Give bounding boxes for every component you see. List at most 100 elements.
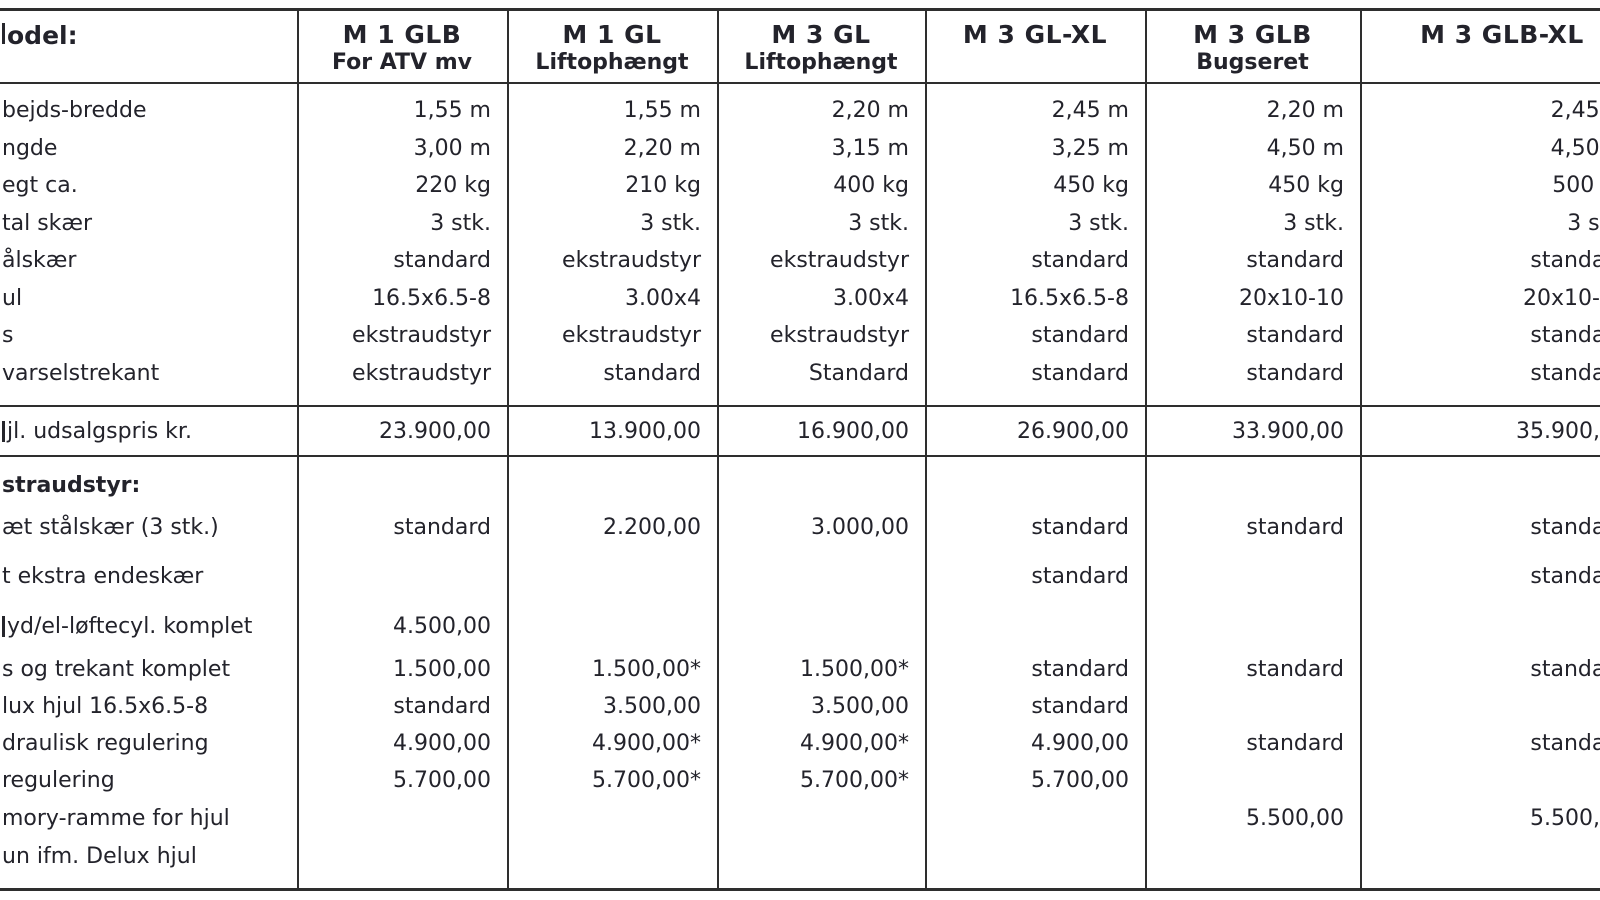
extras-value-text: standard (1530, 514, 1600, 540)
extras-value (1360, 601, 1600, 651)
extras-row: un ifm. Delux hjul (0, 837, 1600, 875)
extras-value-text: standard (1246, 514, 1344, 540)
spec-value-text: 500 kg (1552, 173, 1600, 199)
extras-value-text: 4.900,00* (592, 731, 701, 756)
spec-value-text: 400 kg (833, 173, 909, 199)
spec-value-text: ekstraudstyr (352, 360, 491, 386)
extras-value (507, 837, 717, 875)
extras-header-empty (925, 467, 1145, 503)
spec-value: standard (1145, 355, 1360, 393)
price-value: 13.900,00 (507, 407, 717, 455)
spec-value-text: 3,15 m (831, 135, 909, 161)
spec-value: 16.5x6.5-8 (297, 280, 507, 318)
extras-label-text: yd/el-løftecyl. komplet (7, 613, 253, 639)
extras-value (1145, 551, 1360, 601)
extras-value: standard (297, 688, 507, 725)
spec-value-text: 2,20 m (831, 98, 909, 124)
extras-value-text: standard (393, 514, 491, 540)
spec-value-text: standard (1246, 323, 1344, 349)
spec-value: 16.5x6.5-8 (925, 280, 1145, 318)
spec-row: bejds-bredde 1,55 m 1,55 m 2,20 m 2,45 m 2,20… (0, 92, 1600, 130)
spec-value: standard (1145, 317, 1360, 355)
extras-header-empty (1360, 467, 1600, 503)
spec-label-text: ul (2, 285, 23, 311)
extras-value: standard (925, 551, 1145, 601)
extras-value-text: standard (1031, 657, 1129, 682)
spec-value: 3 stk. (297, 205, 507, 243)
model-column-header-6: M 3 GLB-XL (1360, 11, 1600, 82)
extras-value-text: 2.200,00 (603, 514, 701, 540)
spec-value-text: standard (1031, 248, 1129, 274)
price-value-text: 33.900,00 (1232, 418, 1344, 444)
extras-value (717, 799, 925, 837)
spec-label-text: s (2, 323, 14, 349)
price-value: 26.900,00 (925, 407, 1145, 455)
spec-value: 2,20 m (1145, 92, 1360, 130)
spec-value: standard (925, 242, 1145, 280)
spec-label-text: ngde (2, 135, 58, 161)
extras-value: 4.500,00 (297, 601, 507, 651)
extras-value (507, 551, 717, 601)
extras-header-empty (507, 467, 717, 503)
price-value: 16.900,00 (717, 407, 925, 455)
column-border-1 (297, 11, 299, 890)
spec-value: 450 kg (1145, 167, 1360, 205)
spec-value: 4,50 m (1145, 130, 1360, 168)
extras-label: un ifm. Delux hjul (0, 837, 297, 875)
spec-value: 2,20 m (507, 130, 717, 168)
extras-value: 4.900,00 (297, 725, 507, 762)
model-name: M 3 GLB (1193, 20, 1312, 49)
spec-value-text: standard (1530, 323, 1600, 349)
extras-value: standard (1360, 725, 1600, 762)
spec-value-text: ekstraudstyr (352, 323, 491, 349)
spec-value: 3 stk. (507, 205, 717, 243)
spec-value-text: standard (603, 360, 701, 386)
model-name: M 3 GLB-XL (1420, 20, 1584, 49)
spec-value: standard (1145, 242, 1360, 280)
extras-value-text: standard (1246, 731, 1344, 756)
spec-value-text: 3,25 m (1051, 135, 1129, 161)
extras-row: æt stålskær (3 stk.) standard 2.200,00 3.00… (0, 503, 1600, 551)
spec-row: ul 16.5x6.5-8 3.00x4 3.00x4 16.5x6.5-8 20x10-… (0, 280, 1600, 318)
extras-value-text: 4.900,00* (800, 731, 909, 756)
model-subtitle: Bugseret (1196, 50, 1309, 75)
extras-value: standard (1360, 651, 1600, 688)
extras-value: 5.700,00 (925, 762, 1145, 799)
extras-value: 3.500,00 (507, 688, 717, 725)
price-value: 35.900,00 (1360, 407, 1600, 455)
extras-value: standard (297, 503, 507, 551)
extras-label-text: draulisk regulering (2, 731, 209, 756)
extras-value: 5.700,00* (717, 762, 925, 799)
spec-value-text: standard (393, 248, 491, 274)
clipped-letter-fragment (2, 23, 5, 44)
extras-value-text: 1.500,00 (393, 657, 491, 682)
extras-value (1145, 837, 1360, 875)
spec-value: standard (297, 242, 507, 280)
model-subtitle: Liftophængt (535, 50, 689, 75)
extras-value-text: 4.900,00 (393, 731, 491, 756)
extras-value-text: 5.500,00 (1530, 805, 1600, 831)
extras-value (925, 799, 1145, 837)
extras-value: 1.500,00* (717, 651, 925, 688)
spec-label: varselstrekant (0, 355, 297, 393)
price-value-text: 23.900,00 (379, 418, 491, 444)
spec-value-text: 3 stk. (848, 210, 909, 236)
spec-value: 4,50 m (1360, 130, 1600, 168)
spec-value-text: 210 kg (625, 173, 701, 199)
spec-label: ålskær (0, 242, 297, 280)
spec-value: 3,25 m (925, 130, 1145, 168)
spec-value-text: 3,00 m (413, 135, 491, 161)
extras-value-text: standard (1031, 563, 1129, 589)
extras-label: s og trekant komplet (0, 651, 297, 688)
price-row: jl. udsalgspris kr. 23.900,00 13.900,00 16.… (0, 407, 1600, 455)
spec-section: bejds-bredde 1,55 m 1,55 m 2,20 m 2,45 m 2,20… (0, 84, 1600, 413)
spec-value-text: 3 stk. (640, 210, 701, 236)
spec-value-text: 16.5x6.5-8 (372, 285, 491, 311)
extras-label-text: regulering (2, 768, 115, 793)
extras-value-text: standard (1031, 694, 1129, 719)
spec-row: s ekstraudstyr ekstraudstyr ekstraudstyr sta… (0, 317, 1600, 355)
spec-label: egt ca. (0, 167, 297, 205)
extras-value (1145, 762, 1360, 799)
header-bottom-border (0, 82, 1600, 84)
